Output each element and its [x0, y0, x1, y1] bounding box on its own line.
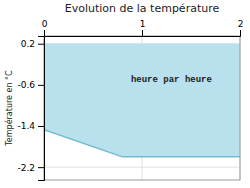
tick: 2 [238, 19, 244, 36]
tick-label: 2 [238, 19, 244, 29]
tick-mark [142, 30, 143, 36]
annotation: heure par heure [131, 75, 212, 85]
tick-mark [38, 44, 44, 45]
plot-frame [44, 36, 240, 180]
tick: -1.4 [17, 121, 44, 131]
grid [44, 36, 240, 180]
tick: -0.6 [17, 80, 44, 90]
tick-label: 1 [140, 19, 146, 29]
title: Evolution de la température [65, 2, 220, 15]
tick: 0 [42, 19, 48, 36]
tick: 1 [140, 19, 146, 36]
x-axis: 0 1 2 [42, 19, 244, 37]
tick-label: 0.2 [21, 39, 35, 49]
tick-label: -2.2 [17, 163, 35, 173]
tick: 0.2 [21, 39, 44, 49]
area [44, 44, 240, 157]
tick-mark [38, 85, 44, 86]
tick-label: 0 [42, 19, 48, 29]
tick-label: -1.4 [17, 121, 35, 131]
line [44, 130, 240, 157]
tick-mark [38, 167, 44, 168]
y-axis-title: Température en °C [4, 70, 14, 147]
axis-line [38, 37, 45, 181]
tick: -2.2 [17, 163, 44, 173]
tick-mark [38, 126, 44, 127]
tick-mark [240, 30, 241, 36]
y-axis: 0.2 -0.6 -1.4 -2.2 [17, 37, 44, 181]
tick-mark [44, 30, 45, 36]
tick-label: -0.6 [17, 80, 35, 90]
axis-line [45, 30, 241, 37]
chart: 0 1 2 0.2 -0.6 -1.4 -2.2 Evolution de la tempér… [0, 0, 250, 188]
marks [44, 44, 240, 157]
